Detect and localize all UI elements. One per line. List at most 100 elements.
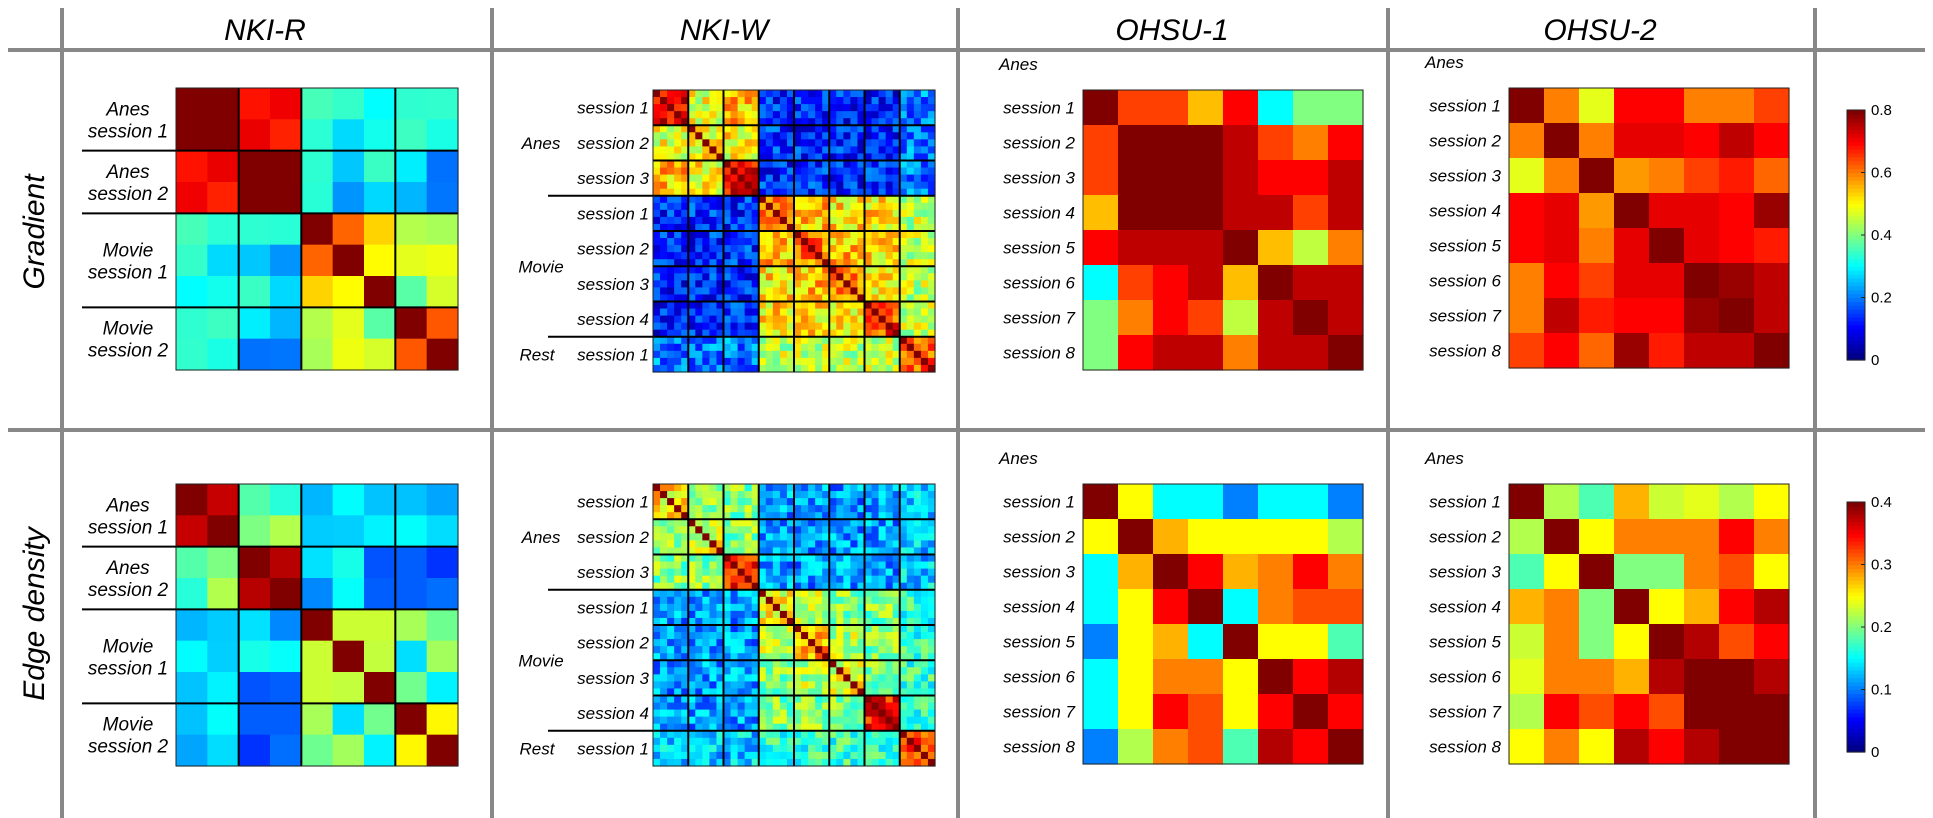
heatmap-cell [653, 357, 661, 366]
heatmap-cell [850, 603, 859, 612]
heatmap-cell [737, 660, 746, 668]
heatmap-cell [843, 125, 851, 133]
heatmap-cell [1719, 694, 1755, 730]
heatmap-cell [794, 561, 802, 570]
heatmap-cell [829, 266, 837, 274]
heatmap-cell [332, 276, 365, 308]
heatmap-cell [772, 343, 781, 352]
heatmap-cell [899, 90, 908, 98]
heatmap-cell [843, 104, 851, 112]
heatmap-cell [864, 674, 873, 682]
heatmap-cell [730, 695, 739, 704]
heatmap-cell [836, 646, 844, 654]
colorbar-step [1847, 552, 1865, 558]
heatmap-cell [723, 547, 732, 556]
heatmap-cell [730, 216, 739, 225]
heatmap-cell [751, 568, 760, 577]
nkir-group-label: Anes [105, 99, 150, 120]
heatmap-cell [772, 737, 781, 746]
heatmap-cell [786, 603, 795, 612]
heatmap-cell [772, 252, 781, 260]
heatmap-cell [730, 329, 739, 338]
heatmap-cell [238, 213, 271, 246]
heatmap-cell [822, 146, 830, 155]
heatmap-cell [702, 533, 710, 541]
heatmap-cell [688, 188, 696, 197]
heatmap-cell [794, 245, 802, 253]
heatmap-cell [815, 357, 823, 366]
heatmap-cell [653, 596, 661, 605]
colorbar-step [1847, 521, 1865, 527]
heatmap-cell [913, 364, 922, 373]
colorbar-step [1847, 285, 1865, 291]
heatmap-cell [829, 695, 837, 704]
heatmap-cell [751, 639, 760, 647]
heatmap-cell [871, 758, 880, 767]
heatmap-cell [857, 730, 866, 739]
heatmap-cell [892, 603, 901, 612]
heatmap-cell [1083, 265, 1119, 301]
colorbar-step [1847, 274, 1865, 279]
heatmap-cell [695, 533, 703, 541]
heatmap-cell [829, 526, 837, 534]
heatmap-cell [892, 751, 901, 760]
heatmap-cell [829, 667, 837, 675]
heatmap-cell [815, 730, 823, 739]
heatmap-cell [238, 734, 271, 767]
heatmap-cell [843, 160, 851, 169]
heatmap-cell [829, 357, 837, 366]
heatmap-cell [751, 294, 760, 303]
heatmap-cell [667, 744, 675, 753]
heatmap-cell [906, 667, 915, 675]
heatmap-cell [779, 238, 788, 246]
heatmap-cell [871, 744, 880, 753]
colorbar-step [1847, 677, 1865, 683]
heatmap-cell [801, 350, 809, 359]
heatmap-cell [801, 596, 809, 605]
heatmap-cell [730, 617, 739, 626]
heatmap-cell [688, 301, 696, 310]
heatmap-cell [871, 343, 880, 352]
heatmap-cell [674, 125, 682, 133]
heatmap-cell [829, 632, 837, 640]
heatmap-cell [850, 336, 859, 345]
heatmap-cell [836, 252, 844, 260]
heatmap-cell [702, 223, 710, 232]
heatmap-cell [709, 639, 718, 647]
heatmap-cell [801, 364, 809, 373]
heatmap-cell [786, 97, 795, 105]
heatmap-cell [688, 505, 696, 513]
heatmap-cell [801, 589, 809, 598]
heatmap-cell [723, 343, 732, 352]
heatmap-cell [758, 308, 767, 317]
heatmap-cell [878, 308, 887, 317]
heatmap-cell [815, 266, 823, 274]
heatmap-cell [871, 202, 880, 211]
heatmap-cell [1684, 554, 1720, 590]
heatmap-cell [822, 603, 830, 612]
heatmap-cell [772, 674, 781, 682]
heatmap-cell [1509, 519, 1545, 555]
heatmap-cell [913, 139, 922, 147]
heatmap-cell [364, 213, 396, 246]
heatmap-cell [758, 568, 767, 577]
heatmap-cell [829, 125, 837, 133]
heatmap-cell [871, 315, 880, 324]
heatmap-cell [709, 322, 718, 331]
heatmap-cell [779, 709, 788, 718]
heatmap-cell [674, 646, 682, 654]
heatmap-cell [709, 589, 718, 598]
nkiw-session-label: session 2 [577, 528, 649, 547]
heatmap-cell [723, 146, 732, 155]
heatmap-cell [892, 667, 901, 675]
heatmap-cell [899, 259, 908, 267]
heatmap-cell [906, 287, 915, 296]
heatmap-cell [920, 273, 929, 281]
heatmap-cell [695, 512, 703, 520]
heatmap-cell [681, 653, 689, 661]
heatmap-cell [751, 125, 760, 133]
heatmap-cell [1544, 659, 1580, 695]
heatmap-cell [850, 660, 859, 668]
heatmap-cell [1544, 123, 1580, 159]
heatmap-cell [857, 132, 866, 140]
